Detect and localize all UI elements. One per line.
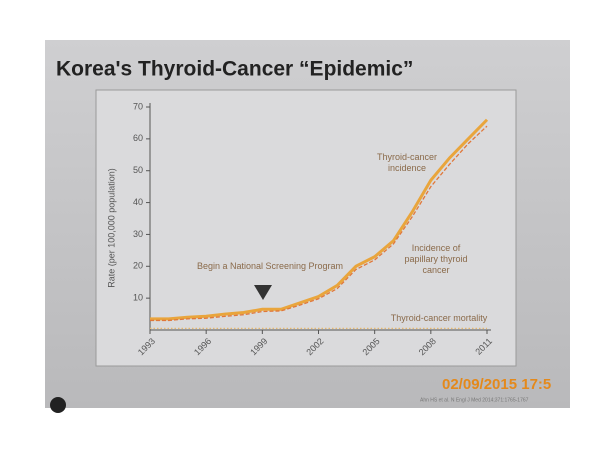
annotation: Begin a National Screening Program: [196, 261, 344, 271]
series-line: [150, 118, 489, 321]
series-label: Incidence of papillary thyroid cancer: [404, 243, 468, 275]
citation: Ahn HS et al. N Engl J Med 2014;371:1765…: [420, 397, 529, 403]
series-line: [150, 125, 488, 322]
slide-title: Korea's Thyroid-Cancer “Epidemic”: [56, 58, 413, 81]
corner-dot: [50, 397, 66, 413]
chart-panel: [95, 89, 517, 367]
marker-triangle: [254, 285, 272, 300]
timestamp: 02/09/2015 17:5: [442, 376, 551, 393]
y-tick-label: 50: [133, 165, 143, 175]
y-tick-label: 20: [133, 261, 143, 271]
y-tick-label: 10: [133, 293, 143, 303]
y-tick-label: 60: [133, 133, 143, 143]
y-tick-label: 70: [133, 101, 143, 111]
series-label: Thyroid-cancer mortality: [390, 313, 488, 323]
y-axis-label: Rate (per 100,000 population): [106, 168, 116, 288]
series-label: Thyroid-cancer incidence: [376, 152, 438, 173]
y-tick-label: 30: [133, 229, 143, 239]
y-tick-label: 40: [133, 197, 143, 207]
